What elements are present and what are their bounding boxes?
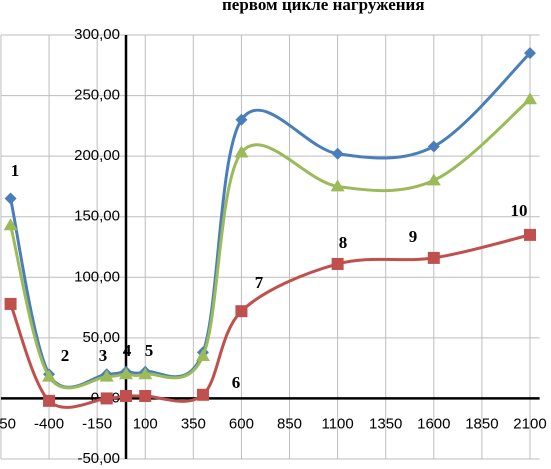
point-marker: [119, 367, 133, 380]
x-tick-label: 350: [181, 415, 206, 432]
point-marker: [195, 349, 210, 362]
point-marker: [42, 369, 57, 382]
x-tick-label: 1100: [321, 415, 353, 432]
point-label: 7: [255, 273, 264, 292]
point-marker: [331, 257, 344, 270]
y-tick-label: 250,00: [74, 87, 120, 104]
x-tick-label: 100: [133, 415, 158, 432]
point-marker: [4, 297, 17, 310]
point-label: 10: [511, 201, 528, 220]
chart-title: первом цикле нагружения: [222, 0, 425, 14]
x-tick-label: -650: [0, 415, 16, 432]
x-tick-label: 1600: [417, 415, 450, 432]
y-tick-label: -50,00: [77, 450, 120, 467]
point-label: 5: [145, 341, 154, 360]
point-label: 9: [409, 227, 418, 246]
point-marker: [426, 173, 441, 186]
x-tick-label: -400: [34, 415, 64, 432]
point-marker: [138, 367, 153, 380]
series-line: [9, 233, 531, 409]
x-tick-label: 2100: [513, 415, 546, 432]
y-tick-label: 50,00: [82, 329, 120, 346]
x-tick-label: 850: [277, 415, 302, 432]
point-marker: [120, 390, 132, 403]
y-tick-label: 150,00: [74, 208, 120, 225]
point-marker: [139, 390, 152, 403]
point-label: 3: [99, 346, 108, 365]
point-marker: [235, 305, 248, 318]
point-marker: [196, 388, 209, 401]
point-marker: [100, 392, 113, 405]
point-marker: [3, 218, 18, 231]
y-tick-label: 200,00: [74, 147, 120, 164]
point-label: 8: [339, 233, 348, 252]
point-marker: [330, 179, 345, 192]
point-label: 1: [11, 161, 20, 180]
point-label: 6: [232, 373, 241, 392]
point-marker: [235, 113, 248, 126]
point-marker: [427, 251, 440, 264]
point-label: 4: [123, 341, 132, 360]
point-label: 2: [61, 346, 70, 365]
point-marker: [99, 369, 114, 382]
point-marker: [43, 394, 56, 407]
x-tick-label: -150: [82, 415, 112, 432]
point-marker: [234, 145, 249, 158]
x-tick-label: 1850: [465, 415, 498, 432]
point-marker: [331, 147, 344, 160]
point-marker: [523, 47, 536, 60]
y-tick-label: 300,00: [74, 26, 120, 43]
point-marker: [522, 92, 537, 105]
point-marker: [523, 228, 536, 241]
x-tick-label: 600: [229, 415, 254, 432]
point-marker: [427, 140, 440, 153]
x-tick-label: 1350: [369, 415, 402, 432]
point-marker: [4, 192, 17, 205]
y-tick-label: 100,00: [74, 268, 120, 285]
